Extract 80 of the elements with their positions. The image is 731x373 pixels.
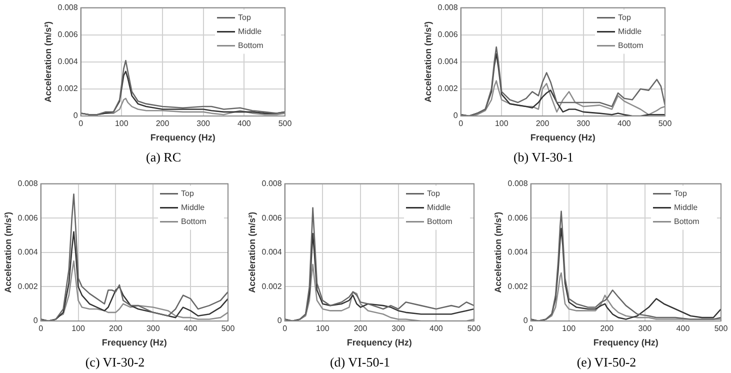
x-tick-label: 100 [494, 119, 509, 128]
y-tick-label: 0.004 [18, 248, 38, 257]
y-tick-label: 0.008 [438, 3, 458, 12]
x-tick-label: 300 [146, 324, 160, 334]
x-tick-label: 300 [392, 324, 406, 334]
text: (e) VI-50-2 [576, 354, 636, 370]
y-tick-label: 0.004 [438, 57, 458, 66]
y-tick-label: 0.002 [438, 84, 458, 94]
x-tick-label: 200 [536, 119, 550, 128]
text: (a) RC [146, 150, 182, 165]
x-axis-title: Frequency (Hz) [150, 132, 216, 142]
y-tick-label: 0.002 [58, 84, 78, 94]
x-tick-label: 100 [316, 324, 330, 334]
x-tick-label: 300 [196, 119, 211, 128]
x-tick-label: 300 [638, 324, 652, 334]
x-tick-label: 400 [676, 324, 690, 334]
y-tick-label: 0.004 [508, 248, 528, 257]
y-tick-label: 0.006 [262, 213, 282, 222]
y-axis-title: Acceleration (m/s²) [2, 212, 13, 293]
y-tick-label: 0.006 [58, 30, 78, 40]
x-tick-label: 200 [109, 324, 123, 334]
legend-label: Middle [238, 27, 262, 36]
y-tick-label: 0.006 [18, 213, 38, 222]
y-tick-label: 0 [73, 111, 78, 120]
x-axis-title: Frequency (Hz) [102, 337, 167, 348]
text: (d) VI-50-1 [330, 354, 390, 370]
legend-label: Middle [427, 203, 452, 212]
legend-label: Bottom [427, 217, 453, 226]
y-axis-title: Acceleration (m/s²) [422, 21, 433, 102]
x-tick-label: 200 [354, 324, 368, 334]
y-tick-label: 0 [33, 316, 38, 326]
y-tick-label: 0.008 [262, 179, 282, 188]
legend-label: Top [618, 13, 632, 22]
x-axis-title: Frequency (Hz) [593, 337, 658, 348]
x-axis-title: Frequency (Hz) [530, 132, 596, 142]
y-axis-title: Acceleration (m/s²) [246, 212, 257, 293]
legend-label: Top [181, 189, 194, 198]
x-tick-label: 100 [114, 119, 129, 128]
y-tick-label: 0.002 [18, 282, 38, 291]
y-tick-label: 0 [523, 316, 528, 326]
legend-label: Top [674, 189, 688, 198]
x-tick-label: 200 [156, 119, 170, 128]
y-tick-label: 0.008 [58, 3, 78, 12]
x-tick-label: 400 [429, 324, 444, 334]
y-tick-label: 0.006 [508, 213, 528, 222]
text: (c) VI-30-2 [85, 354, 145, 370]
x-tick-label: 200 [600, 324, 614, 334]
legend-label: Bottom [238, 41, 264, 50]
legend-label: Bottom [674, 217, 700, 226]
x-tick-label: 500 [278, 119, 292, 128]
y-tick-label: 0.006 [438, 30, 458, 40]
x-tick-label: 400 [237, 119, 252, 128]
x-tick-label: 400 [617, 119, 632, 128]
x-tick-label: 100 [562, 324, 576, 334]
legend-label: Middle [181, 203, 206, 212]
legend-label: Middle [674, 203, 698, 212]
x-tick-label: 500 [658, 119, 672, 128]
x-axis-title: Frequency (Hz) [346, 337, 412, 348]
y-tick-label: 0.004 [58, 57, 78, 66]
x-tick-label: 100 [72, 324, 86, 334]
x-tick-label: 300 [576, 119, 591, 128]
y-axis-title: Acceleration (m/s²) [492, 212, 503, 293]
y-tick-label: 0.002 [508, 282, 528, 291]
x-tick-label: 400 [184, 324, 198, 334]
legend-label: Bottom [181, 217, 207, 226]
y-tick-label: 0.002 [262, 282, 282, 291]
text: (b) VI-30-1 [513, 150, 574, 165]
legend-label: Top [427, 189, 440, 198]
y-tick-label: 0.008 [508, 179, 528, 188]
x-tick-label: 500 [467, 324, 482, 334]
y-tick-label: 0.008 [18, 179, 38, 188]
y-tick-label: 0 [453, 111, 458, 120]
y-tick-label: 0 [277, 316, 282, 326]
legend-label: Top [238, 13, 252, 22]
x-tick-label: 500 [221, 324, 236, 334]
y-tick-label: 0.004 [262, 248, 282, 257]
x-tick-label: 500 [714, 324, 728, 334]
legend-label: Bottom [618, 41, 644, 50]
legend-label: Middle [618, 27, 642, 36]
y-axis-title: Acceleration (m/s²) [42, 21, 53, 102]
